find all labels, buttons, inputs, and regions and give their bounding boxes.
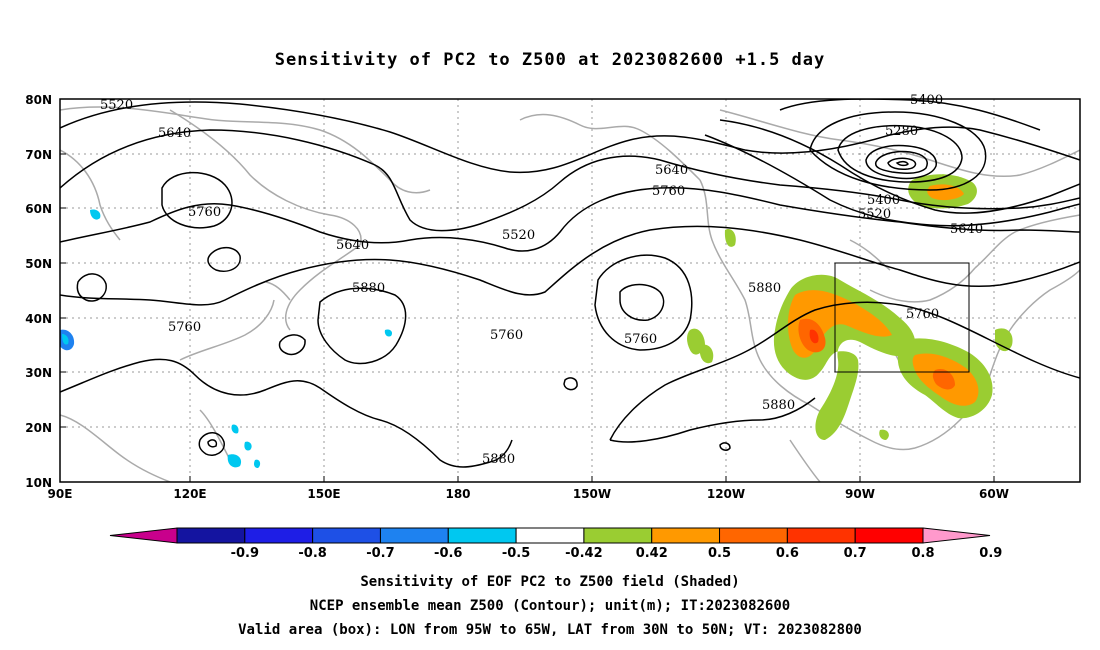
colorbar-box xyxy=(651,527,721,544)
colorbar-tick-label: 0.8 xyxy=(911,546,934,561)
axis-ticks xyxy=(60,153,995,482)
latitude-labels: 80N 70N 60N 50N 40N 30N 20N 10N xyxy=(25,93,52,490)
colorbar-tick-label: -0.7 xyxy=(366,546,394,561)
contour-label: 5880 xyxy=(482,452,515,467)
lon-tick-label: 150E xyxy=(307,487,340,501)
colorbar-tick-label: 0.7 xyxy=(844,546,867,561)
contour-label: 5880 xyxy=(762,398,795,413)
map-title: Sensitivity of PC2 to Z500 at 2023082600… xyxy=(274,50,826,70)
colorbar-box xyxy=(176,527,246,544)
contour-label: 5400 xyxy=(867,193,900,208)
colorbar-tick-label: 0.5 xyxy=(708,546,731,561)
contour-label: 5880 xyxy=(352,281,385,296)
colorbar-box xyxy=(379,527,449,544)
colorbar-box xyxy=(312,527,381,544)
lon-tick-label: 120E xyxy=(173,487,206,501)
colorbar-upper-extension xyxy=(922,527,991,544)
contour-label: 5520 xyxy=(858,207,891,222)
colorbar-tick-label: 0.6 xyxy=(776,546,799,561)
colorbar-box xyxy=(719,527,788,544)
contour-label: 5400 xyxy=(910,93,943,108)
lon-tick-label: 90W xyxy=(845,487,875,501)
lat-tick-label: 50N xyxy=(25,257,52,271)
lon-tick-label: 90E xyxy=(48,487,73,501)
positive-sensitivity-shading xyxy=(687,174,1013,440)
contour-label: 5520 xyxy=(100,98,133,113)
map-frame xyxy=(59,98,1081,483)
lon-tick-label: 180 xyxy=(445,487,470,501)
colorbar-tick-label: -0.6 xyxy=(434,546,462,561)
contour-labels: 5520 5640 5760 5640 5880 5760 5760 5520 … xyxy=(100,93,983,467)
contour-label: 5280 xyxy=(885,124,918,139)
map-gridlines xyxy=(60,99,1080,482)
coastlines xyxy=(60,106,1080,482)
contour-label: 5760 xyxy=(652,184,685,199)
colorbar-tick-label: -0.42 xyxy=(565,546,602,561)
contour-label: 5520 xyxy=(502,228,535,243)
contour-label: 5640 xyxy=(158,126,191,141)
lon-tick-label: 60W xyxy=(979,487,1009,501)
map-plot-area xyxy=(60,99,1080,482)
colorbar-labels: -0.9 -0.8 -0.7 -0.6 -0.5 -0.42 0.42 0.5 0.6 0.7 0.… xyxy=(231,546,1003,561)
colorbar-tick-label: -0.8 xyxy=(298,546,326,561)
lat-tick-label: 20N xyxy=(25,421,52,435)
negative-sensitivity-shading xyxy=(60,209,393,468)
valid-area-box xyxy=(834,262,970,373)
contour-label: 5760 xyxy=(624,332,657,347)
lat-tick-label: 70N xyxy=(25,148,52,162)
colorbar xyxy=(109,527,991,544)
colorbar-box xyxy=(854,527,924,544)
colorbar-box xyxy=(583,527,653,544)
footer-line-1: Sensitivity of EOF PC2 to Z500 field (Sh… xyxy=(360,574,740,590)
lat-tick-label: 60N xyxy=(25,202,52,216)
contour-label: 5640 xyxy=(950,222,983,237)
lat-tick-label: 30N xyxy=(25,366,52,380)
colorbar-tick-label: 0.9 xyxy=(979,546,1002,561)
colorbar-box xyxy=(244,527,314,544)
footer-line-2: NCEP ensemble mean Z500 (Contour); unit(… xyxy=(309,598,791,614)
lat-tick-label: 10N xyxy=(25,476,52,490)
colorbar-tick-label: -0.9 xyxy=(231,546,259,561)
contour-label: 5760 xyxy=(188,205,221,220)
colorbar-tick-label: 0.42 xyxy=(636,546,668,561)
colorbar-box xyxy=(786,527,856,544)
lat-tick-label: 40N xyxy=(25,312,52,326)
contour-label: 5640 xyxy=(655,163,688,178)
colorbar-tick-label: -0.5 xyxy=(502,546,530,561)
contour-label: 5760 xyxy=(168,320,201,335)
colorbar-lower-extension xyxy=(109,527,178,544)
longitude-labels: 90E 120E 150E 180 150W 120W 90W 60W xyxy=(48,487,1009,501)
colorbar-box xyxy=(515,527,585,544)
lon-tick-label: 120W xyxy=(707,487,745,501)
z500-contours xyxy=(60,99,1080,468)
contour-label: 5760 xyxy=(906,307,939,322)
contour-label: 5640 xyxy=(336,238,369,253)
lon-tick-label: 150W xyxy=(573,487,611,501)
colorbar-box xyxy=(447,527,517,544)
lat-tick-label: 80N xyxy=(25,93,52,107)
contour-label: 5880 xyxy=(748,281,781,296)
contour-label: 5760 xyxy=(490,328,523,343)
footer-line-3: Valid area (box): LON from 95W to 65W, L… xyxy=(238,622,862,638)
